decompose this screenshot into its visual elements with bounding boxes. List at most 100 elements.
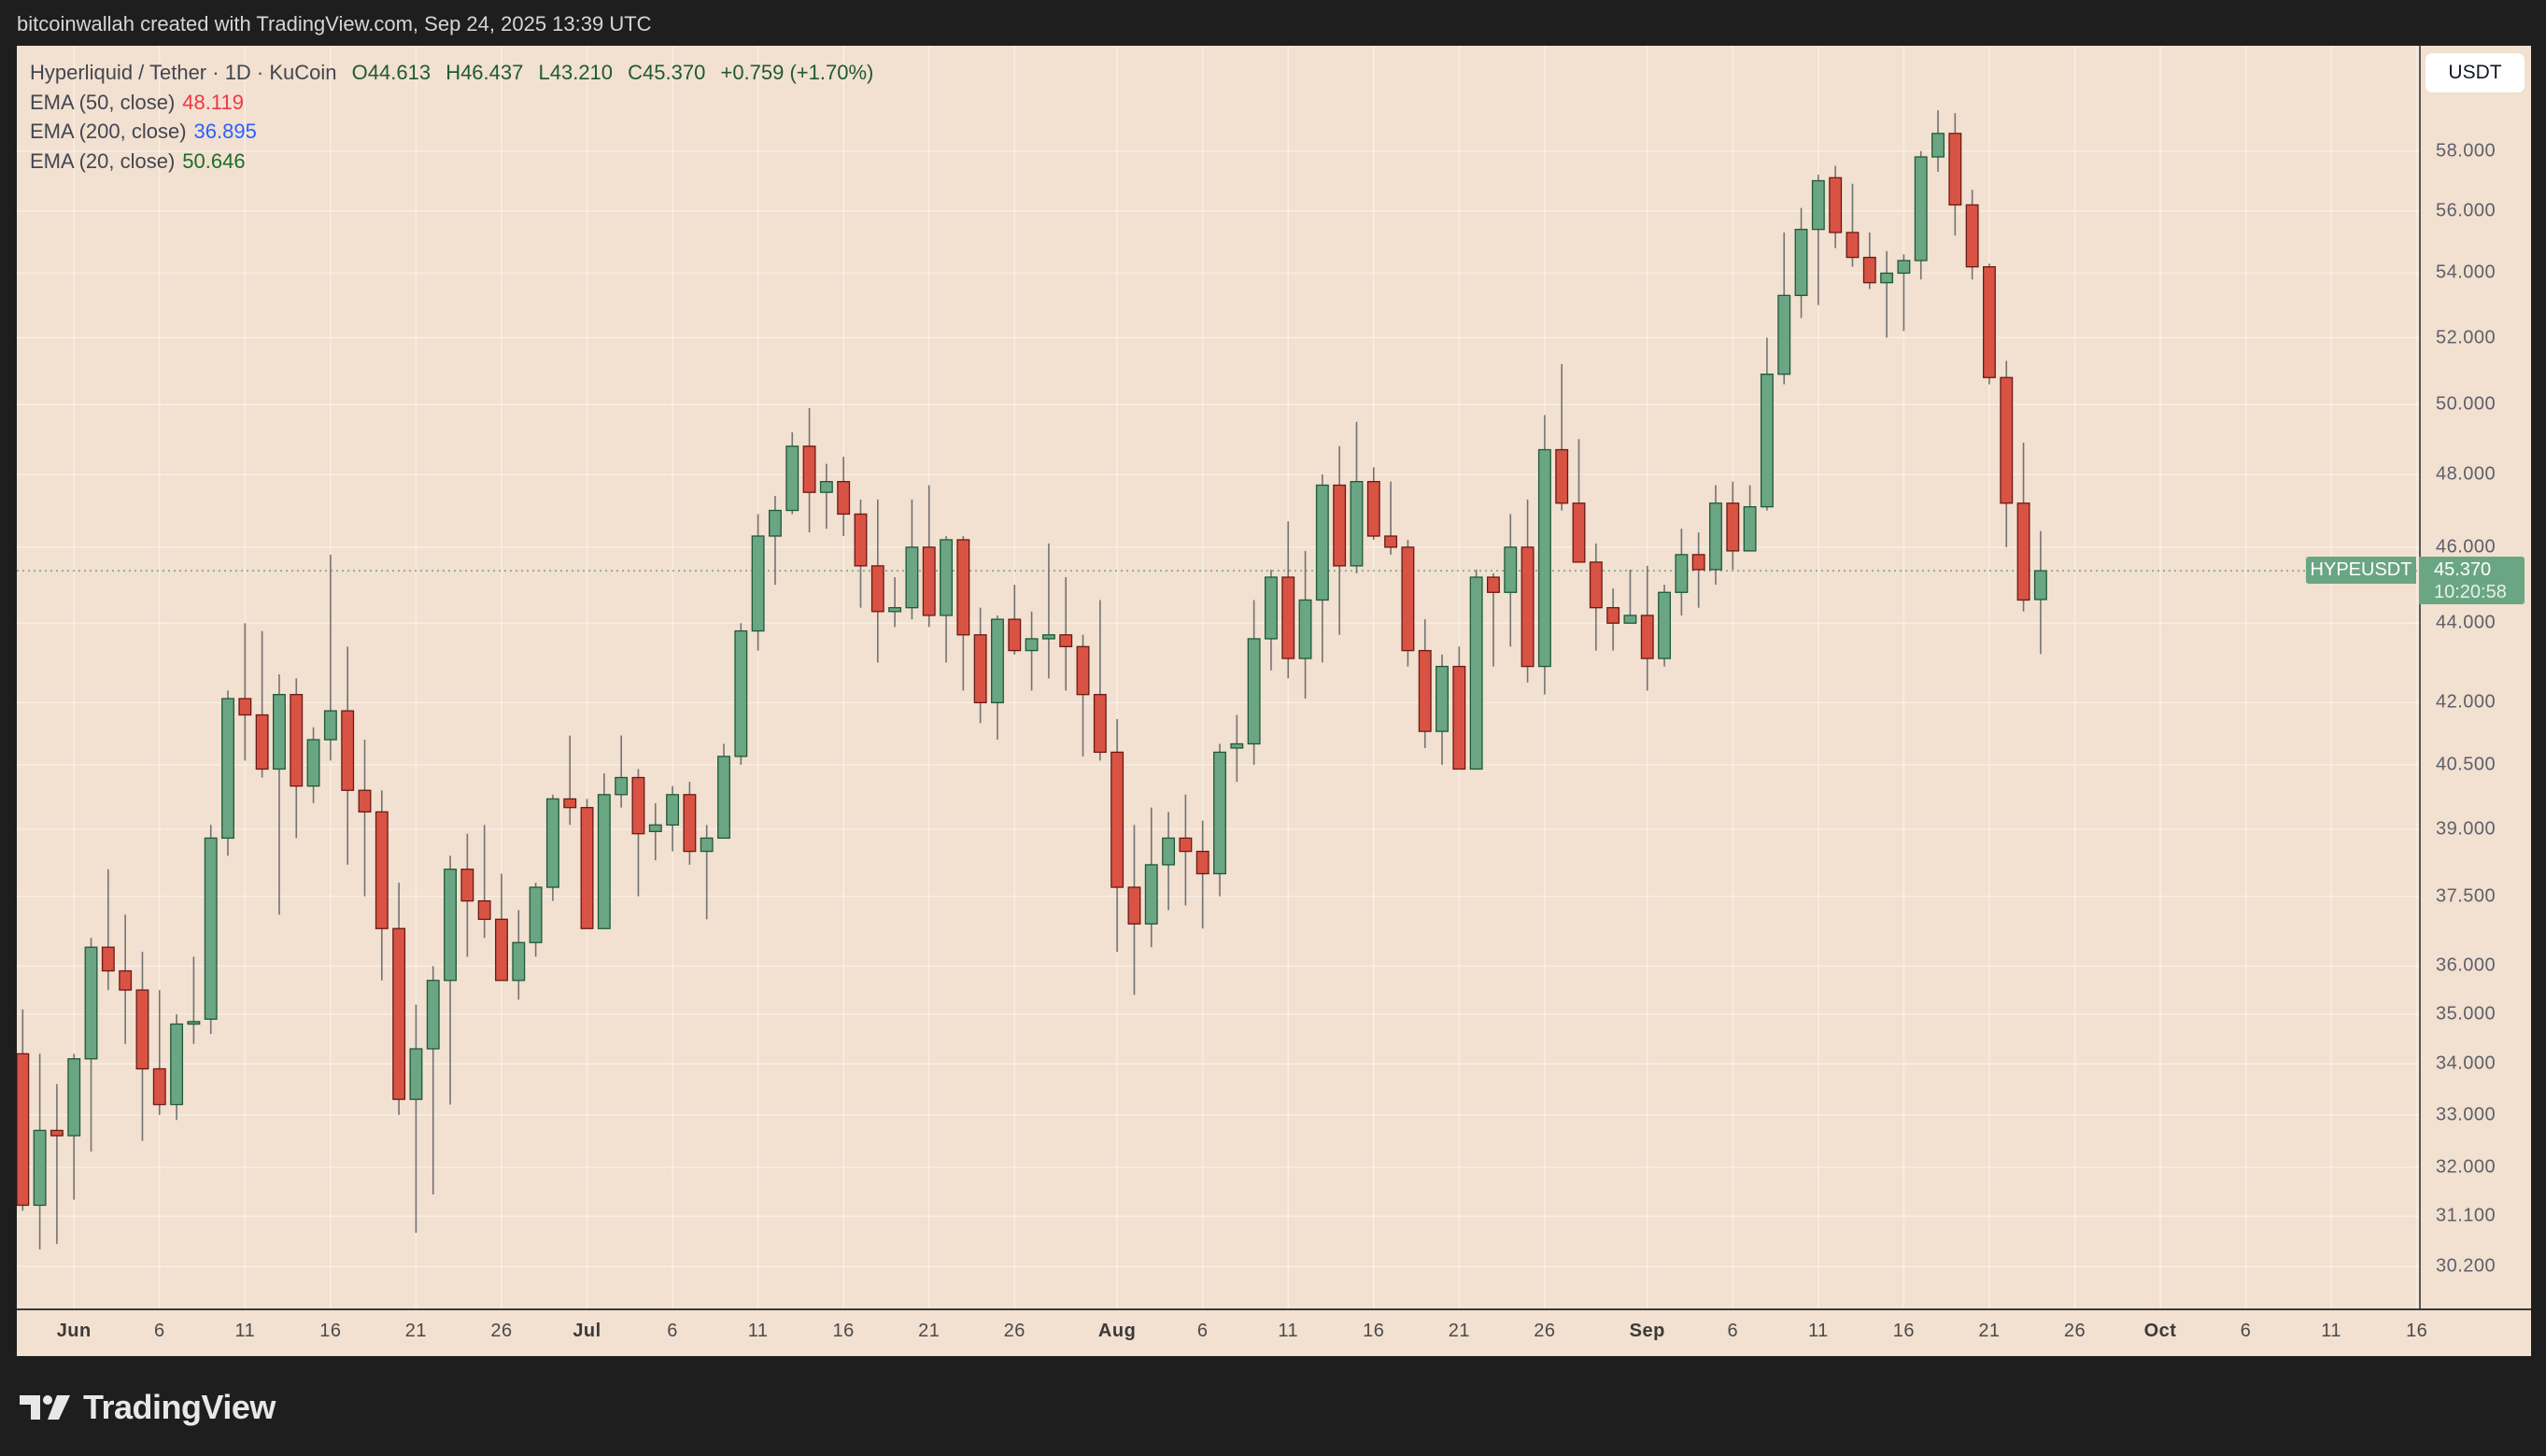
candle-2025-07-19[interactable] [888,577,902,628]
candlestick-plot[interactable] [17,46,2419,1309]
candle-2025-06-20[interactable] [392,883,406,1115]
candle-2025-07-29[interactable] [1059,577,1073,691]
candle-2025-09-19[interactable] [1948,113,1962,236]
candle-2025-06-13[interactable] [272,674,286,915]
candle-2025-07-20[interactable] [905,499,919,620]
time-axis[interactable] [17,1308,2531,1356]
candle-2025-09-09[interactable] [1777,232,1791,385]
candle-2025-06-28[interactable] [529,883,543,957]
candle-2025-08-03[interactable] [1144,807,1158,948]
candle-2025-07-05[interactable] [648,803,662,861]
candle-2025-08-17[interactable] [1384,481,1398,555]
candle-2025-08-05[interactable] [1179,794,1193,906]
candle-2025-09-16[interactable] [1897,254,1911,332]
candle-2025-07-24[interactable] [973,607,987,724]
candle-2025-06-08[interactable] [187,956,201,1044]
candle-2025-08-13[interactable] [1315,474,1329,663]
candle-2025-07-14[interactable] [802,407,816,533]
candle-2025-09-06[interactable] [1726,481,1740,570]
candle-2025-09-24[interactable] [2033,530,2047,655]
candle-2025-06-27[interactable] [512,910,526,1000]
candle-2025-06-25[interactable] [477,825,491,939]
candle-2025-08-25[interactable] [1521,499,1535,683]
candle-2025-07-03[interactable] [615,735,629,808]
candle-2025-06-05[interactable] [135,952,149,1141]
candle-2025-07-28[interactable] [1041,543,1055,679]
candle-2025-07-06[interactable] [666,785,680,852]
candle-2025-08-14[interactable] [1333,445,1347,635]
candle-2025-09-14[interactable] [1862,232,1876,290]
candle-2025-08-10[interactable] [1264,569,1278,671]
candle-2025-06-01[interactable] [67,1053,81,1200]
candle-2025-09-23[interactable] [2016,443,2030,612]
candle-2025-07-13[interactable] [785,431,799,515]
candle-2025-08-06[interactable] [1195,820,1209,929]
candle-2025-07-15[interactable] [819,463,833,530]
candle-2025-08-15[interactable] [1350,421,1364,573]
candle-2025-08-04[interactable] [1162,812,1176,911]
candle-2025-08-16[interactable] [1366,467,1380,540]
candle-2025-09-08[interactable] [1760,337,1774,511]
candle-2025-06-18[interactable] [358,740,372,897]
candle-2025-07-27[interactable] [1025,611,1039,691]
candle-2025-07-04[interactable] [631,769,645,897]
candle-2025-07-12[interactable] [768,496,782,586]
candle-2025-06-14[interactable] [290,678,304,839]
candle-2025-06-17[interactable] [341,646,355,865]
candle-2025-08-18[interactable] [1401,539,1415,667]
candle-2025-06-19[interactable] [375,790,389,981]
candle-2025-08-01[interactable] [1110,718,1124,953]
candle-2025-09-03[interactable] [1675,529,1689,615]
candle-2025-08-22[interactable] [1469,569,1483,770]
candle-2025-06-06[interactable] [152,990,166,1115]
candle-2025-09-05[interactable] [1709,485,1722,586]
candle-2025-09-20[interactable] [1965,190,1979,280]
candle-2025-08-28[interactable] [1572,439,1586,563]
candle-2025-06-30[interactable] [563,735,577,826]
candle-2025-06-29[interactable] [545,794,559,901]
candle-2025-08-11[interactable] [1281,521,1295,679]
candle-2025-08-30[interactable] [1606,588,1620,651]
candle-2025-08-23[interactable] [1487,573,1500,667]
candle-2025-06-24[interactable] [460,833,474,957]
candle-2025-06-15[interactable] [306,727,320,804]
candle-2025-08-31[interactable] [1623,569,1637,624]
candle-2025-06-07[interactable] [170,1014,184,1121]
candle-2025-09-13[interactable] [1846,183,1860,267]
candle-2025-08-19[interactable] [1418,619,1432,748]
candle-2025-07-17[interactable] [854,499,868,608]
candle-2025-08-21[interactable] [1452,646,1466,770]
ema-50-legend[interactable]: EMA (50, close) 48.119 [30,88,873,118]
candle-2025-06-12[interactable] [255,630,269,778]
candle-2025-09-10[interactable] [1794,207,1808,318]
candle-2025-08-20[interactable] [1436,654,1449,765]
candle-2025-07-02[interactable] [597,772,611,929]
candle-2025-06-10[interactable] [221,690,234,856]
candle-2025-07-01[interactable] [580,799,594,929]
candle-2025-06-09[interactable] [204,825,218,1035]
candle-2025-09-01[interactable] [1640,565,1654,691]
ema-20-legend[interactable]: EMA (20, close) 50.646 [30,147,873,177]
candle-2025-09-21[interactable] [1982,263,1996,385]
candle-2025-06-11[interactable] [238,623,252,761]
candle-2025-09-02[interactable] [1658,585,1672,667]
candle-2025-08-26[interactable] [1537,415,1551,695]
candle-2025-07-31[interactable] [1093,600,1107,761]
candle-2025-07-30[interactable] [1076,634,1090,756]
price-axis[interactable] [2419,46,2531,1309]
candle-2025-09-07[interactable] [1743,485,1757,552]
candle-2025-06-04[interactable] [119,914,133,1044]
candle-2025-08-24[interactable] [1504,514,1518,647]
candle-2025-09-11[interactable] [1811,175,1825,305]
candle-2025-07-21[interactable] [922,485,936,628]
candle-2025-09-15[interactable] [1880,250,1894,338]
candle-2025-07-07[interactable] [683,782,697,865]
candle-2025-07-16[interactable] [837,457,851,537]
candle-2025-07-23[interactable] [956,536,970,691]
currency-button[interactable]: USDT [2426,53,2525,92]
candle-2025-07-18[interactable] [870,499,884,663]
candle-2025-08-27[interactable] [1555,363,1569,511]
candle-2025-06-23[interactable] [444,855,458,1105]
candle-2025-07-11[interactable] [751,514,765,651]
candle-2025-07-25[interactable] [991,615,1004,741]
